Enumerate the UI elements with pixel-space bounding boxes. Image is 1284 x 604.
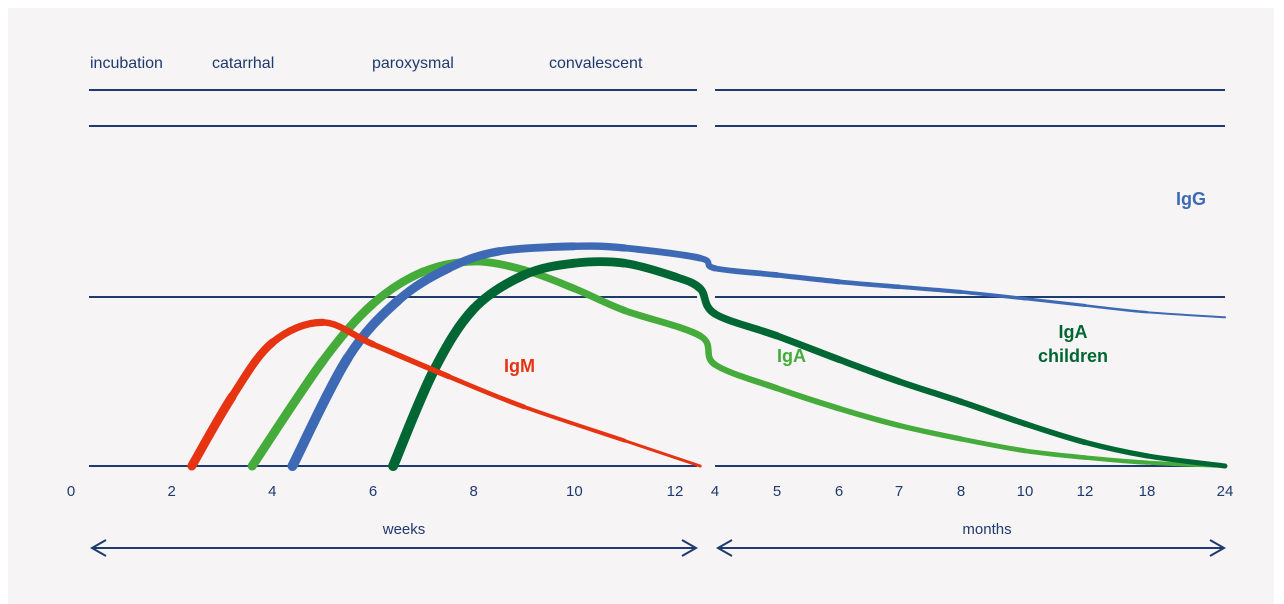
x-tick-week-12: 12 (667, 483, 684, 500)
x-tick-month-7: 7 (895, 483, 903, 500)
series-segment (287, 352, 353, 471)
series-segment (1022, 448, 1088, 460)
series-segment (896, 422, 964, 442)
xlabel-weeks: weeks (382, 521, 426, 538)
phase-label-convalescent: convalescent (549, 55, 643, 72)
series-label-igg: IgG (1176, 189, 1206, 209)
series-segment (1023, 297, 1087, 307)
series-label-igm: IgM (504, 356, 535, 376)
series-segment (494, 242, 579, 256)
x-tick-month-12: 12 (1077, 483, 1094, 500)
series-segment (522, 404, 627, 443)
series-segment (519, 258, 579, 280)
series-segment (428, 303, 479, 377)
phase-labels: incubation catarrhal paroxysmal convales… (90, 55, 643, 72)
phase-label-incubation: incubation (90, 55, 163, 72)
phase-label-paroxysmal: paroxysmal (372, 55, 454, 72)
series-segment (620, 259, 680, 281)
x-tick-week-4: 4 (268, 483, 276, 500)
series-segment (569, 257, 630, 268)
months-span-arrow (715, 539, 1227, 557)
x-tick-month-10: 10 (1017, 483, 1034, 500)
series-segment (370, 341, 452, 380)
series-segment (959, 290, 1027, 301)
series-segment (1022, 420, 1088, 446)
series-segment (836, 405, 902, 429)
series-segment (621, 307, 704, 340)
series-segment (835, 356, 903, 385)
series-segment (774, 272, 842, 285)
series-igm-curve (187, 318, 702, 471)
series-segment (570, 284, 629, 315)
series-segment (836, 279, 902, 290)
series-iga-children-curve (388, 257, 1228, 471)
tick-labels: 0 2 4 6 8 10 12 4 5 6 7 8 10 12 18 24 (67, 483, 1234, 500)
chart-panel (8, 8, 1274, 604)
series-segment (696, 284, 719, 318)
series-layer (187, 242, 1228, 471)
series-segment (1083, 304, 1149, 314)
x-tick-week-8: 8 (469, 483, 477, 500)
series-segment (895, 378, 965, 405)
series-segment (469, 257, 528, 274)
x-tick-week-2: 2 (167, 483, 175, 500)
series-segment (671, 272, 705, 293)
series-segment (621, 244, 704, 262)
series-label-iga: IgA (777, 346, 806, 366)
series-segment (446, 374, 527, 410)
x-tick-week-0: 0 (67, 483, 75, 500)
series-igg-curve (287, 242, 1226, 471)
phase-label-catarrhal: catarrhal (212, 55, 274, 72)
series-segment (319, 319, 377, 348)
series-segment (958, 436, 1028, 454)
series-segment (773, 332, 843, 364)
x-tick-month-18: 18 (1139, 483, 1156, 500)
series-segment (570, 242, 629, 252)
x-tick-month-6: 6 (835, 483, 843, 500)
series-segment (958, 398, 1028, 427)
x-tick-month-8: 8 (957, 483, 965, 500)
x-tick-month-4: 4 (711, 483, 719, 500)
series-segment (368, 267, 428, 308)
series-label-iga-children-line2: children (1038, 346, 1108, 366)
series-segment (1144, 453, 1228, 469)
series-segment (711, 361, 781, 392)
xlabel-months: months (962, 521, 1011, 538)
gridlines (89, 89, 1225, 467)
series-segment (393, 263, 453, 305)
x-tick-month-24: 24 (1217, 483, 1234, 500)
series-segment (774, 385, 842, 412)
x-tick-month-5: 5 (773, 483, 781, 500)
series-segment (1146, 311, 1226, 319)
series-segment (623, 439, 702, 468)
series-segment (247, 356, 328, 471)
x-tick-week-6: 6 (369, 483, 377, 500)
series-segment (896, 284, 964, 294)
series-label-iga-children-line1: IgA (1059, 322, 1088, 342)
series-segment (444, 247, 504, 273)
x-tick-week-10: 10 (566, 483, 583, 500)
series-segment (1082, 455, 1150, 465)
series-labels: IgG IgM IgA IgA children (504, 189, 1206, 376)
series-segment (469, 270, 529, 314)
series-segment (187, 392, 237, 471)
series-segment (227, 338, 277, 401)
series-segment (696, 332, 719, 368)
axis-spans: weeks months (89, 521, 1227, 557)
series-segment (343, 295, 403, 363)
series-segment (711, 310, 781, 340)
series-segment (1082, 439, 1150, 459)
series-segment (268, 318, 327, 347)
weeks-span-arrow (89, 539, 699, 557)
series-segment (388, 366, 439, 471)
series-segment (712, 265, 780, 278)
